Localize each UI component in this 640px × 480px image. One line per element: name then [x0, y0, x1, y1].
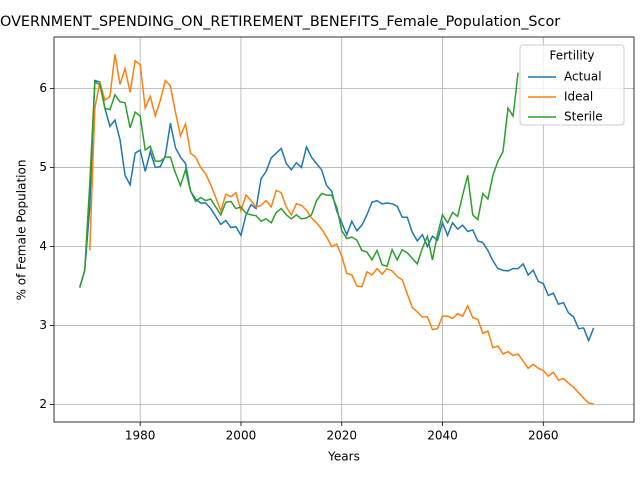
- x-tick-label: 2060: [528, 429, 559, 443]
- legend-label: Actual: [564, 70, 602, 84]
- legend-label: Ideal: [564, 90, 593, 104]
- series-line: [78, 72, 519, 288]
- plot-frame: [53, 36, 635, 423]
- y-tick-label: 6: [39, 81, 47, 95]
- x-tick-label: 2000: [226, 429, 257, 443]
- x-tick-label: 2020: [326, 429, 357, 443]
- series-line: [78, 79, 595, 343]
- x-tick-label: 2040: [427, 429, 458, 443]
- legend-label: Sterile: [564, 110, 603, 124]
- y-tick-label: 2: [39, 397, 47, 411]
- chart-title: OVERNMENT_SPENDING_ON_RETIREMENT_BENEFIT…: [0, 14, 560, 30]
- y-tick-label: 5: [39, 160, 47, 174]
- x-tick-label: 1980: [125, 429, 156, 443]
- legend-box: [519, 44, 625, 126]
- y-tick-label: 3: [39, 318, 47, 332]
- legend-title: Fertility: [549, 49, 594, 63]
- y-tick-label: 4: [39, 239, 47, 253]
- y-axis-label: % of Female Population: [15, 160, 29, 301]
- series-line: [89, 54, 594, 405]
- x-axis-label: Years: [327, 450, 360, 464]
